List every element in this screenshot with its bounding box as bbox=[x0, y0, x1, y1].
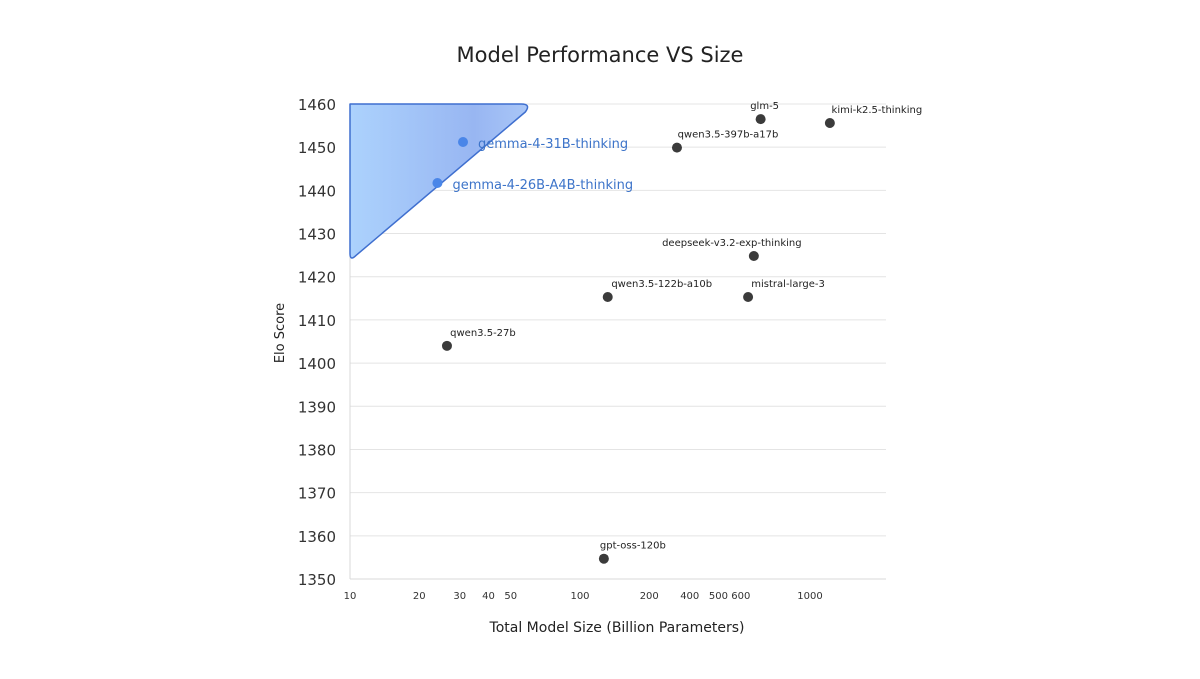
data-point bbox=[748, 251, 759, 261]
x-tick-label: 50 bbox=[504, 591, 517, 602]
x-tick-label: 100 bbox=[570, 591, 589, 602]
y-tick-label: 1460 bbox=[298, 96, 336, 114]
data-point bbox=[432, 178, 443, 189]
x-tick-label: 500 bbox=[709, 591, 728, 602]
x-tick-label: 200 bbox=[640, 591, 659, 602]
y-tick-label: 1380 bbox=[298, 441, 336, 459]
x-tick-label: 600 bbox=[731, 591, 750, 602]
data-point bbox=[598, 553, 609, 564]
y-tick-label: 1400 bbox=[298, 355, 336, 373]
y-tick-label: 1410 bbox=[298, 312, 336, 330]
data-label: qwen3.5-397b-a17b bbox=[678, 130, 779, 141]
y-tick-label: 1420 bbox=[298, 269, 336, 287]
data-label: kimi-k2.5-thinking bbox=[832, 105, 923, 116]
data-label: deepseek-v3.2-exp-thinking bbox=[662, 238, 802, 249]
data-point bbox=[458, 137, 469, 147]
data-point bbox=[441, 340, 452, 351]
data-label: gpt-oss-120b bbox=[600, 541, 666, 552]
x-tick-label: 400 bbox=[680, 591, 699, 602]
y-tick-label: 1430 bbox=[298, 226, 336, 244]
x-axis-label: Total Model Size (Billion Parameters) bbox=[489, 620, 745, 636]
y-tick-label: 1350 bbox=[298, 571, 336, 589]
data-label: qwen3.5-122b-a10b bbox=[611, 279, 712, 290]
data-label: qwen3.5-27b bbox=[450, 328, 516, 339]
y-axis-label: Elo Score bbox=[273, 303, 288, 363]
y-tick-label: 1370 bbox=[298, 485, 336, 503]
data-label: gemma-4-31B-thinking bbox=[478, 137, 628, 152]
data-label: glm-5 bbox=[750, 101, 779, 112]
data-point bbox=[743, 292, 754, 303]
x-tick-label: 20 bbox=[413, 591, 426, 602]
data-point bbox=[755, 114, 766, 125]
data-point bbox=[671, 142, 682, 153]
x-tick-label: 10 bbox=[344, 591, 357, 602]
chart-title: Model Performance VS Size bbox=[457, 43, 744, 67]
y-tick-label: 1440 bbox=[298, 182, 336, 200]
y-tick-label: 1450 bbox=[298, 139, 336, 157]
data-point bbox=[824, 118, 835, 128]
y-tick-label: 1390 bbox=[298, 398, 336, 416]
data-point bbox=[602, 292, 613, 303]
data-label: gemma-4-26B-A4B-thinking bbox=[452, 178, 633, 193]
x-tick-label: 1000 bbox=[797, 591, 822, 602]
y-tick-label: 1360 bbox=[298, 528, 336, 546]
x-tick-label: 30 bbox=[453, 591, 466, 602]
data-label: mistral-large-3 bbox=[751, 279, 825, 290]
x-tick-label: 40 bbox=[482, 591, 495, 602]
